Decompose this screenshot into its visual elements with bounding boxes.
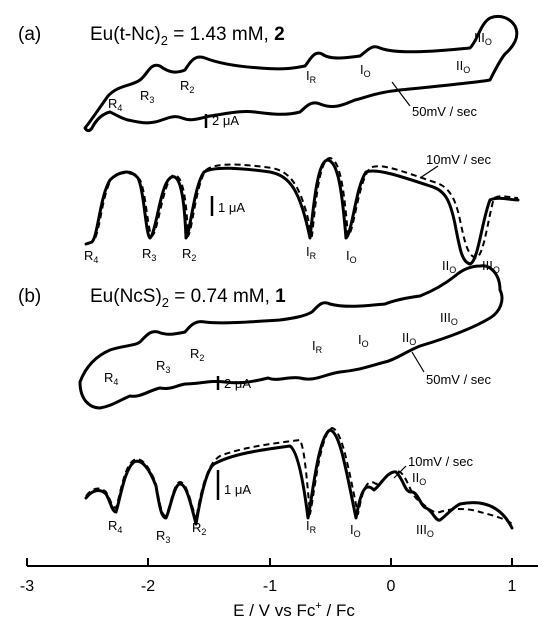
panel-a-cv-label-io: IO [360,62,371,79]
panel-a-title-compound: 2 [274,24,285,45]
panel-a-tag: (a) [18,24,41,45]
x-axis-tick-label-2: -1 [263,578,277,595]
panel-b-dpv-label-iiio: IIIO [416,522,434,539]
panel-b-title-prefix: Eu(NcS) [90,286,162,307]
panel-a-dpv-label-iio: IIO [442,258,456,275]
panel-a-cv-scan-rate: 50mV / sec [412,104,478,119]
x-axis-tick-label-3: 0 [387,578,396,595]
panel-a-dpv-trace [84,158,520,266]
x-axis-tick-label-0: -3 [20,578,34,595]
panel-b-cv-label-iio: IIO [402,330,416,347]
panel-a-cv-scale-label: 2 μA [212,113,239,128]
panel-b-cv-label-io: IO [358,332,369,349]
panel-b-cv-label-r4: R4 [104,370,118,387]
panel-a-cv-label-r2: R2 [180,78,194,95]
panel-b-cv-label-iiio: IIIO [440,310,458,327]
x-axis-title: E / V vs Fc+ / Fc [233,600,355,620]
panel-a-dpv-leader-line [419,165,439,179]
panel-a-cv-label-iiio: IIIO [474,30,492,47]
panel-b-dpv-label-r2: R2 [192,520,206,537]
panel-a-cv-label-r3: R3 [140,88,154,105]
panel-b-cv-label-r2: R2 [190,346,204,363]
panel-b-tag: (b) [18,286,41,307]
panel-b-title-subscript: 2 [162,295,169,310]
panel-b-dpv-scan-rate: 10mV / sec [408,454,474,469]
panel-a-cv-label-r4: R4 [108,96,122,113]
panel-a-cv-leader-line [391,81,411,107]
panel-b-dpv-scale-label: 1 μA [224,482,251,497]
x-axis-title-suffix: / Fc [322,601,356,620]
panel-a-dpv-dashed-trace [87,157,519,259]
panel-a-title-mid: = 1.43 mM, [168,24,274,45]
panel-b-cv-scan-rate: 50mV / sec [426,372,492,387]
panel-b: (b) Eu(NcS)2 = 0.74 mM, 1 2 μA 50mV / se… [18,264,514,545]
panel-a-dpv-label-io: IO [346,248,357,265]
panel-a-dpv-scale-label: 1 μA [218,200,245,215]
panel-a-cv-label-ir: IR [306,68,317,85]
panel-a-dpv-label-r3: R3 [142,246,156,263]
x-axis-tick-label-1: -2 [141,578,155,595]
panel-a-dpv-scan-rate: 10mV / sec [426,152,492,167]
x-axis-title-sup: + [315,600,321,612]
panel-b-cv-trace [78,264,504,410]
panel-b-title: Eu(NcS)2 = 0.74 mM, 1 [90,286,286,310]
panel-b-cv-label-ir: IR [312,338,323,355]
panel-b-dpv-label-r3: R3 [156,528,170,545]
panel-a-title-prefix: Eu(t-Nc) [90,24,161,45]
panel-b-dpv-label-iio: IIO [412,470,426,487]
panel-b-dpv-label-io: IO [350,522,361,539]
panel-b-dpv-label-ir: IR [306,518,317,535]
panel-b-cv-scale-label: 2 μA [224,376,251,391]
panel-b-cv-leader-line [411,351,425,373]
panel-a-cv-label-iio: IIO [456,58,470,75]
panel-a-dpv-label-ir: IR [306,244,317,261]
panel-b-cv-label-r3: R3 [156,358,170,375]
panel-a-title: Eu(t-Nc)2 = 1.43 mM, 2 [90,24,285,48]
panel-a-dpv-label-r4: R4 [84,248,98,265]
panel-b-dpv-trace [84,428,514,530]
panel-a-cv-trace [83,14,519,133]
panel-a-dpv-label-r2: R2 [182,246,196,263]
x-axis: -3 -2 -1 0 1 E / V vs Fc+ / Fc [20,558,538,620]
panel-b-title-mid: = 0.74 mM, [169,286,275,307]
x-axis-tick-label-4: 1 [508,578,517,595]
x-axis-title-prefix: E / V vs Fc [233,601,316,620]
panel-b-title-compound: 1 [275,286,286,307]
panel-a-title-subscript: 2 [161,33,168,48]
panel-b-dpv-label-r4: R4 [108,518,122,535]
panel-a: (a) Eu(t-Nc)2 = 1.43 mM, 2 2 μA 50mV / s… [18,14,520,275]
panel-b-dpv-dashed-trace [85,427,513,525]
panel-b-dpv-leader-line [393,465,407,479]
